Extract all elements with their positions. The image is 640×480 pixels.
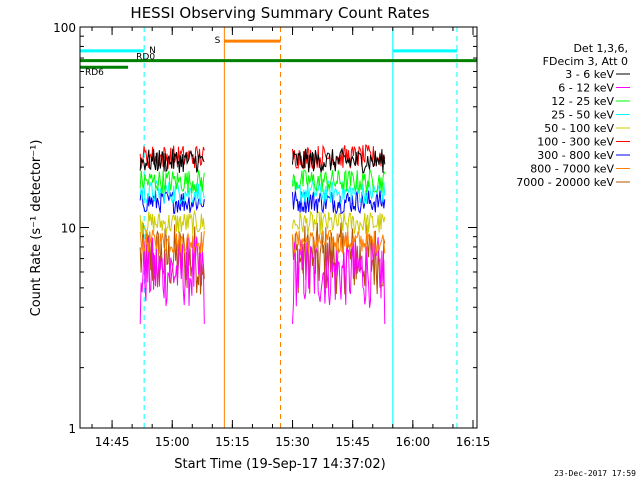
series-line-7-seg-0 — [139, 229, 205, 255]
y-tick-label: 100 — [53, 21, 76, 35]
x-tick-label: 15:45 — [335, 435, 370, 449]
flag-bar-label: N — [149, 46, 156, 56]
flag-bar-label: S — [215, 36, 221, 46]
legend-entry-label: 800 - 7000 keV — [530, 163, 614, 176]
x-tick-label: 15:30 — [275, 435, 310, 449]
series-line-7-seg-1 — [292, 230, 386, 255]
series-line-1-seg-1 — [292, 236, 386, 325]
legend-header-line: Det 1,3,6, — [573, 42, 628, 55]
x-axis-label: Start Time (19-Sep-17 14:37:02) — [174, 457, 385, 472]
y-tick-label: 10 — [61, 222, 76, 236]
x-tick-label: 15:00 — [155, 435, 190, 449]
legend-entry-label: 300 - 800 keV — [537, 149, 614, 162]
series-line-6-seg-0 — [139, 188, 205, 215]
legend-entry-label: 100 - 300 keV — [537, 136, 614, 149]
series-line-2-seg-1 — [292, 169, 386, 193]
series-line-2-seg-0 — [139, 170, 205, 194]
legend-entry-label: 12 - 25 keV — [551, 95, 614, 108]
series-line-6-seg-1 — [292, 189, 386, 215]
plot-content: N S RD0 RD6 — [79, 27, 477, 428]
series-line-4-seg-0 — [139, 209, 205, 236]
legend-entry-label: 7000 - 20000 keV — [516, 176, 614, 189]
y-tick-label: 1 — [68, 422, 76, 436]
x-tick-label: 16:00 — [396, 435, 431, 449]
chart-title: HESSI Observing Summary Count Rates — [130, 4, 429, 22]
legend-header-line: FDecim 3, Att 0 — [543, 55, 628, 68]
series-line-0-seg-1 — [292, 147, 386, 174]
axis-ticks: 14:45 15:00 15:15 15:30 15:45 16:00 16:15 1 10 10… — [53, 21, 490, 449]
footer-timestamp: 23-Dec-2017 17:59 — [554, 469, 636, 478]
x-tick-label: 15:15 — [215, 435, 250, 449]
legend-entry-label: 50 - 100 keV — [544, 122, 614, 135]
flag-bar-label: RD0 — [136, 53, 155, 63]
x-tick-label: 16:15 — [456, 435, 491, 449]
x-tick-label: 14:45 — [95, 435, 130, 449]
plot-frame — [79, 26, 478, 429]
flag-bar-label: RD6 — [85, 68, 104, 78]
legend-entry-label: 3 - 6 keV — [565, 68, 614, 81]
series-line-3-seg-0 — [139, 179, 205, 205]
y-axis-label: Count Rate (s⁻¹ detector⁻¹) — [29, 140, 44, 317]
series-line-0-seg-0 — [139, 148, 205, 173]
series-line-4-seg-1 — [292, 210, 386, 236]
legend-entry-label: 6 - 12 keV — [558, 82, 614, 95]
legend-entry-label: 25 - 50 keV — [551, 109, 614, 122]
series-line-1-seg-0 — [139, 236, 205, 325]
